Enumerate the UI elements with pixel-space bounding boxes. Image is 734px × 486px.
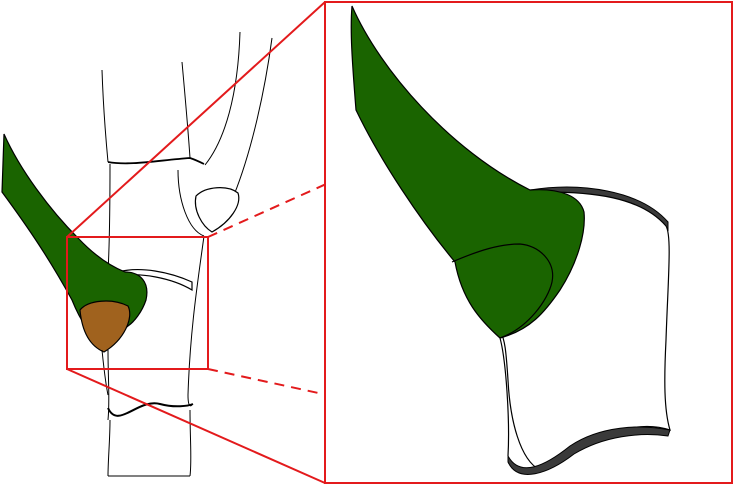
detail-stem: [499, 337, 510, 457]
green-piece-detail: [350, 5, 585, 339]
middle-segment-left-edge: [107, 163, 111, 273]
detail-joint-band-bottom: [507, 426, 671, 475]
zoomed-detail: [350, 5, 671, 475]
lower-segment-right-edge: [187, 235, 205, 407]
connector-top-left: [66, 1, 326, 238]
brown-piece-overview: [79, 300, 131, 353]
upper-segment-right-edge: [181, 61, 191, 159]
middle-segment-right-edge: [177, 169, 205, 237]
green-piece-overview: [1, 133, 148, 347]
lower-segment-left-edge: [107, 349, 110, 421]
right-strand-outer: [233, 37, 273, 196]
upper-segment-joint: [107, 157, 205, 165]
focus-box: [66, 236, 209, 370]
overview-figure: [1, 31, 273, 477]
right-strand-inner: [204, 31, 241, 166]
knob-piece: [194, 187, 240, 233]
bottom-segment-right-edge: [189, 409, 192, 477]
brown-stem: [101, 349, 109, 396]
bottom-segment-left-edge: [107, 419, 111, 477]
connector-bottom-left: [66, 368, 326, 484]
lower-segment-joint: [107, 402, 194, 417]
detail-nub-outline: [451, 243, 554, 339]
upper-segment-left-edge: [101, 69, 109, 163]
